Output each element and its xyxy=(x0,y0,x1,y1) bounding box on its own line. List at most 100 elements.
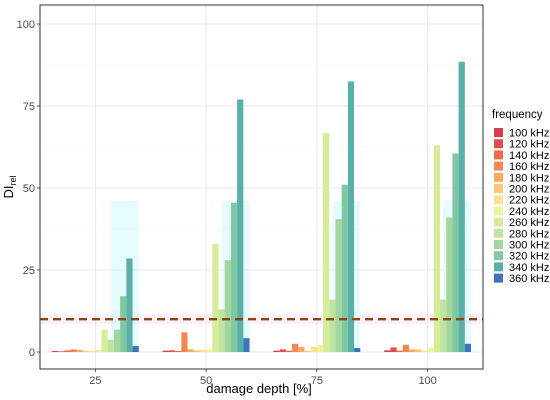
bar xyxy=(292,343,299,352)
bar xyxy=(58,351,65,352)
legend-label: 320 kHz xyxy=(509,251,549,263)
legend-label: 140 kHz xyxy=(509,150,549,162)
bar xyxy=(175,351,182,352)
x-axis-ticks: 25 50 75 100 xyxy=(89,369,437,387)
y-axis-title-sub: rel xyxy=(8,175,18,185)
bar xyxy=(126,258,133,352)
legend-label: 300 kHz xyxy=(509,240,549,252)
legend-label: 360 kHz xyxy=(509,273,549,285)
bar xyxy=(384,350,391,352)
bar xyxy=(132,346,139,352)
bar xyxy=(162,350,169,352)
bar xyxy=(243,338,250,352)
bar xyxy=(70,349,77,352)
bar xyxy=(82,351,90,352)
y-axis-title: DIrel xyxy=(1,175,18,198)
bar xyxy=(341,184,348,352)
legend-swatch xyxy=(494,206,503,216)
legend-swatch xyxy=(494,195,503,205)
x-tick-label: 75 xyxy=(311,375,323,387)
bar xyxy=(310,347,317,352)
y-tick-label: 25 xyxy=(23,265,35,277)
bar xyxy=(323,132,330,352)
x-tick-label: 50 xyxy=(200,375,212,387)
grid xyxy=(40,5,483,369)
bar xyxy=(273,350,280,352)
legend-swatch xyxy=(494,240,503,249)
legend-label: 260 kHz xyxy=(509,217,549,229)
legend-swatch xyxy=(494,217,503,227)
y-axis-ticks: 0 25 50 75 100 xyxy=(17,19,40,359)
bar xyxy=(224,260,231,352)
legend-swatch xyxy=(494,150,503,160)
bar xyxy=(298,346,305,352)
y-axis-title-main: DI xyxy=(1,186,16,199)
legend-label: 340 kHz xyxy=(509,262,549,274)
bar xyxy=(446,217,453,352)
legend-swatch xyxy=(494,251,503,261)
legend-swatch xyxy=(494,262,503,272)
x-tick-label: 25 xyxy=(89,375,101,387)
bar xyxy=(120,296,127,352)
bar xyxy=(427,347,434,352)
y-tick-label: 50 xyxy=(23,183,35,195)
bar xyxy=(206,349,213,352)
bar xyxy=(458,61,465,352)
bar xyxy=(433,145,441,352)
bar xyxy=(193,350,200,352)
bar xyxy=(329,299,336,352)
legend-label: 180 kHz xyxy=(509,172,549,184)
bar xyxy=(218,309,225,352)
bar xyxy=(76,350,83,352)
legend-label: 200 kHz xyxy=(509,184,549,196)
bar xyxy=(421,350,428,352)
legend-label: 240 kHz xyxy=(509,206,549,218)
legend-swatch xyxy=(494,228,503,238)
bar xyxy=(187,349,194,352)
bar xyxy=(95,350,102,352)
bar xyxy=(101,329,108,352)
bar xyxy=(402,344,410,352)
bar xyxy=(168,350,176,352)
bar xyxy=(464,343,472,352)
y-tick-label: 75 xyxy=(23,101,35,113)
y-tick-label: 100 xyxy=(17,19,35,31)
bar xyxy=(396,350,403,352)
bar xyxy=(304,351,311,352)
bar xyxy=(199,350,207,352)
bar xyxy=(230,202,238,352)
svg-text:DIrel: DIrel xyxy=(1,175,18,198)
bar xyxy=(452,153,459,352)
bar xyxy=(51,351,59,352)
legend-label: 100 kHz xyxy=(509,128,549,140)
legend-label: 160 kHz xyxy=(509,161,549,173)
plot-border xyxy=(39,4,484,370)
legend-label: 120 kHz xyxy=(509,139,549,151)
legend-title: frequency xyxy=(492,109,543,121)
bars xyxy=(51,61,472,353)
bar xyxy=(181,332,188,352)
bar xyxy=(107,339,114,352)
bar xyxy=(354,348,361,352)
legend-swatch xyxy=(494,128,503,137)
legend-swatch xyxy=(494,184,503,193)
legend-swatch xyxy=(494,172,503,182)
bar xyxy=(335,219,342,352)
bar xyxy=(64,350,71,352)
legend-label: 220 kHz xyxy=(509,195,549,207)
legend-swatch xyxy=(494,139,503,149)
legend-swatch xyxy=(494,161,503,171)
bar xyxy=(390,347,397,352)
bar xyxy=(415,349,422,352)
bar xyxy=(440,299,447,352)
bar xyxy=(316,344,324,352)
x-axis-title: damage depth [%] xyxy=(206,381,312,396)
bar xyxy=(409,349,416,352)
legend-label: 280 kHz xyxy=(509,228,549,240)
bar xyxy=(285,350,293,352)
bar xyxy=(212,243,219,352)
bar xyxy=(279,349,286,352)
bar xyxy=(113,329,121,352)
bar xyxy=(237,99,244,352)
